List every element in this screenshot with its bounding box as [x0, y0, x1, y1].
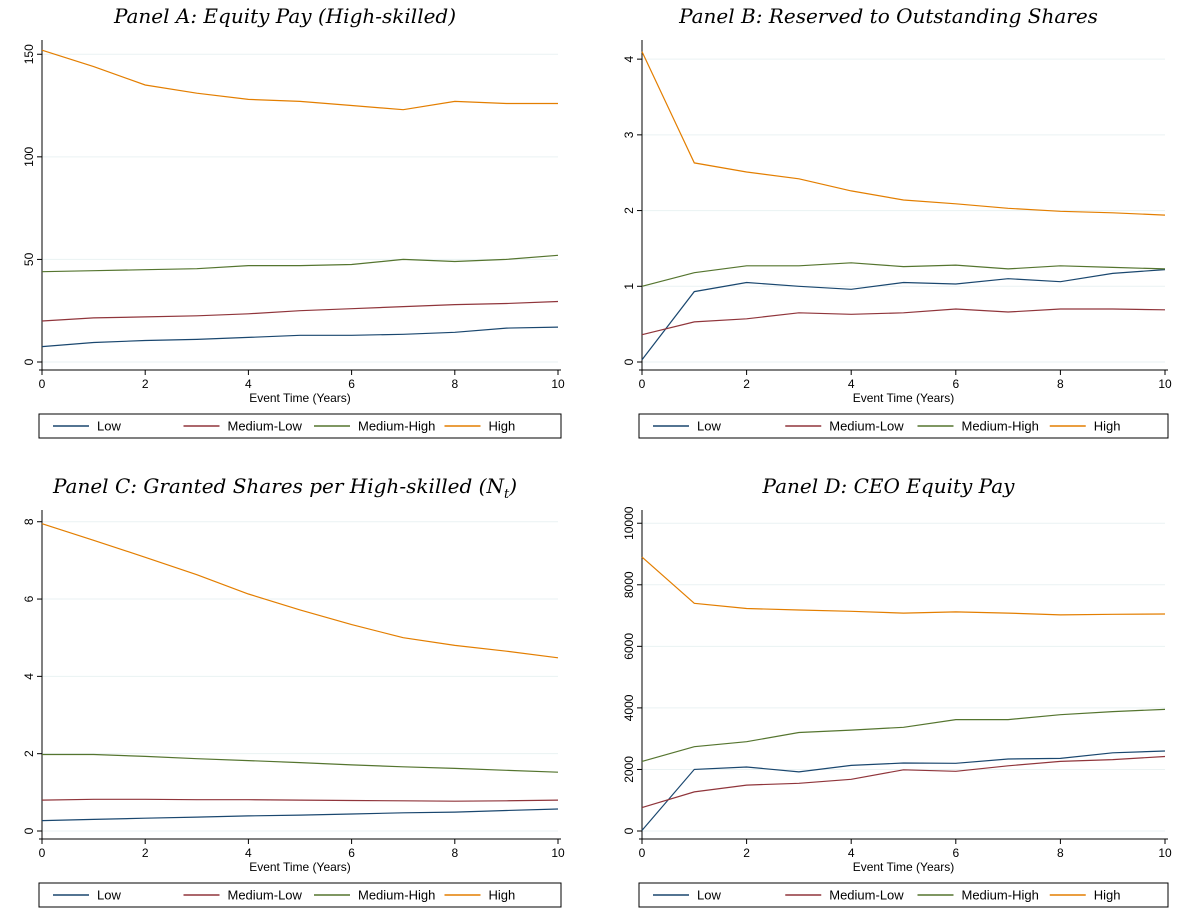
- panel-c: Panel C: Granted Shares per High-skilled…: [0, 470, 570, 909]
- panel-d: Panel D: CEO Equity Pay 0 2000 4000 6000 800…: [600, 470, 1177, 909]
- x-tick-label: 0: [39, 846, 46, 860]
- series-line-medium-high: [42, 753, 559, 773]
- y-tick-label: 50: [22, 252, 36, 266]
- series-line-medium-high: [641, 262, 1166, 287]
- x-axis-title: Event Time (Years): [249, 860, 351, 874]
- y-tick-label: 0: [22, 827, 36, 834]
- series-line-medium-low: [641, 755, 1166, 809]
- x-tick-label: 4: [848, 846, 855, 860]
- panel-c-title: Panel C: Granted Shares per High-skilled…: [0, 474, 570, 502]
- y-tick-label: 4: [22, 673, 36, 680]
- y-tick-label: 8000: [622, 571, 636, 598]
- x-tick-label: 4: [245, 377, 252, 391]
- x-tick-label: 8: [1057, 846, 1064, 860]
- panel-a: Panel A: Equity Pay (High-skilled) 0 50 10…: [0, 0, 570, 440]
- x-tick-label: 8: [1057, 377, 1064, 391]
- y-tick-label: 0: [622, 827, 636, 834]
- panel-d-chart: 0 2000 4000 6000 8000 10000 0 2 4 6 8 10 Event Time …: [622, 506, 1172, 908]
- legend-label-medium-low: Medium-Low: [228, 419, 303, 434]
- x-tick-label: 0: [639, 846, 646, 860]
- panel-c-title-end: ): [509, 474, 517, 498]
- series-line-high: [641, 51, 1166, 216]
- panel-a-chart: 0 50 100 150 0 2 4 6 8 10 Event Time (Years) Low Med…: [22, 40, 565, 439]
- x-tick-label: 6: [952, 846, 959, 860]
- legend-label-medium-high: Medium-High: [358, 888, 435, 903]
- y-tick-label: 100: [22, 147, 36, 167]
- y-tick-label: 8: [22, 518, 36, 525]
- x-tick-label: 6: [952, 377, 959, 391]
- y-tick-label: 2: [622, 207, 636, 214]
- series-line-high: [641, 556, 1166, 616]
- panel-b-title: Panel B: Reserved to Outstanding Shares: [679, 4, 1098, 28]
- x-tick-label: 8: [451, 846, 458, 860]
- series-line-high: [41, 523, 559, 659]
- x-tick-label: 6: [348, 377, 355, 391]
- panel-b: Panel B: Reserved to Outstanding Shares …: [600, 0, 1177, 440]
- series-line-medium-low: [41, 798, 559, 802]
- legend-label-medium-low: Medium-Low: [829, 888, 904, 903]
- y-tick-label: 0: [22, 358, 36, 365]
- x-tick-label: 2: [142, 377, 149, 391]
- series-line-low: [641, 750, 1166, 831]
- panel-c-title-subscript: t: [503, 487, 510, 502]
- panel-c-title-main: Panel C: Granted Shares per High-skilled…: [52, 474, 504, 498]
- legend-label-low: Low: [97, 419, 121, 434]
- x-tick-label: 0: [639, 377, 646, 391]
- x-tick-label: 2: [743, 377, 750, 391]
- panel-a-title: Panel A: Equity Pay (High-skilled): [113, 4, 457, 28]
- series-line-low: [41, 326, 559, 348]
- y-tick-label: 6: [22, 595, 36, 602]
- y-tick-label: 4000: [622, 694, 636, 721]
- x-tick-label: 6: [348, 846, 355, 860]
- x-tick-label: 0: [39, 377, 46, 391]
- legend-label-low: Low: [697, 419, 721, 434]
- series-line-medium-high: [41, 254, 559, 273]
- legend-label-low: Low: [697, 888, 721, 903]
- legend-label-medium-high: Medium-High: [962, 419, 1039, 434]
- x-tick-label: 4: [848, 377, 855, 391]
- x-tick-label: 10: [551, 377, 565, 391]
- series-line-medium-low: [641, 308, 1166, 336]
- panel-b-chart: 0 1 2 3 4 0 2 4 6 8 10 Event Time (Years) Low Medium-…: [622, 40, 1172, 439]
- x-axis-title: Event Time (Years): [853, 860, 955, 874]
- panel-d-title: Panel D: CEO Equity Pay: [762, 474, 1015, 498]
- series-line-low: [641, 269, 1166, 361]
- x-tick-label: 10: [1158, 846, 1172, 860]
- legend-label-medium-low: Medium-Low: [829, 419, 904, 434]
- y-tick-label: 4: [622, 55, 636, 62]
- legend-label-high: High: [1094, 419, 1121, 434]
- legend-label-high: High: [489, 888, 516, 903]
- y-tick-label: 0: [622, 358, 636, 365]
- x-tick-label: 10: [551, 846, 565, 860]
- series-line-high: [41, 49, 558, 111]
- legend-label-high: High: [1094, 888, 1121, 903]
- y-tick-label: 2: [22, 750, 36, 757]
- x-tick-label: 4: [245, 846, 252, 860]
- series-line-low: [41, 808, 559, 822]
- panel-c-chart: 0 2 4 6 8 0 2 4 6 8 10 Event Time (Years) Low Medium-…: [22, 510, 565, 908]
- y-tick-label: 2000: [622, 756, 636, 783]
- x-axis-title: Event Time (Years): [249, 391, 351, 405]
- x-tick-label: 10: [1158, 377, 1172, 391]
- legend-label-medium-low: Medium-Low: [228, 888, 303, 903]
- legend-label-medium-high: Medium-High: [358, 419, 435, 434]
- series-line-medium-high: [641, 708, 1166, 762]
- x-axis-title: Event Time (Years): [853, 391, 955, 405]
- x-tick-label: 2: [142, 846, 149, 860]
- x-tick-label: 2: [743, 846, 750, 860]
- y-tick-label: 3: [622, 131, 636, 138]
- legend-label-high: High: [489, 419, 516, 434]
- legend-label-medium-high: Medium-High: [962, 888, 1039, 903]
- x-tick-label: 8: [451, 377, 458, 391]
- series-line-medium-low: [41, 300, 559, 322]
- y-tick-label: 150: [22, 44, 36, 64]
- y-tick-label: 1: [622, 283, 636, 290]
- legend-label-low: Low: [97, 888, 121, 903]
- y-tick-label: 10000: [622, 506, 636, 540]
- y-tick-label: 6000: [622, 633, 636, 660]
